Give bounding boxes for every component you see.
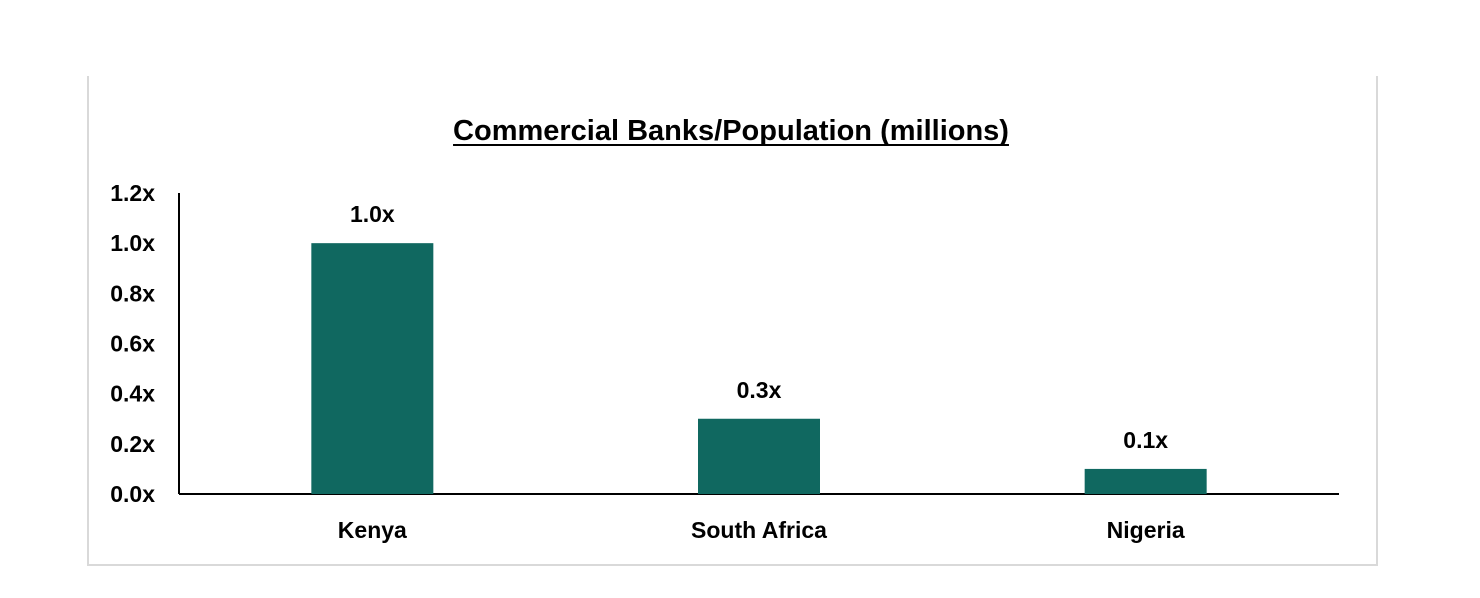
y-tick-label: 0.8x xyxy=(110,280,155,306)
data-labels: 1.0x 0.3x 0.1x xyxy=(350,201,1168,453)
bar-kenya xyxy=(311,243,434,494)
chart-title: Commercial Banks/Population (millions) xyxy=(453,115,1009,147)
y-tick-label: 0.2x xyxy=(110,431,155,457)
data-label: 0.3x xyxy=(737,377,782,403)
data-label: 1.0x xyxy=(350,201,395,227)
y-tick-label: 1.0x xyxy=(110,230,155,256)
x-category-label: Nigeria xyxy=(1107,517,1185,543)
data-label: 0.1x xyxy=(1123,427,1168,453)
bars xyxy=(311,243,1207,494)
bar-south-africa xyxy=(698,418,820,494)
y-tick-label: 0.0x xyxy=(110,481,155,507)
y-tick-label: 1.2x xyxy=(110,180,155,206)
bar-nigeria xyxy=(1084,468,1207,494)
y-axis: 0.0x 0.2x 0.4x 0.6x 0.8x 1.0x 1.2x xyxy=(110,180,180,507)
x-category-label: South Africa xyxy=(691,517,827,543)
x-category-label: Kenya xyxy=(338,517,407,543)
y-tick-label: 0.6x xyxy=(110,331,155,357)
x-axis: Kenya South Africa Nigeria xyxy=(179,493,1339,543)
y-tick-label: 0.4x xyxy=(110,381,155,407)
